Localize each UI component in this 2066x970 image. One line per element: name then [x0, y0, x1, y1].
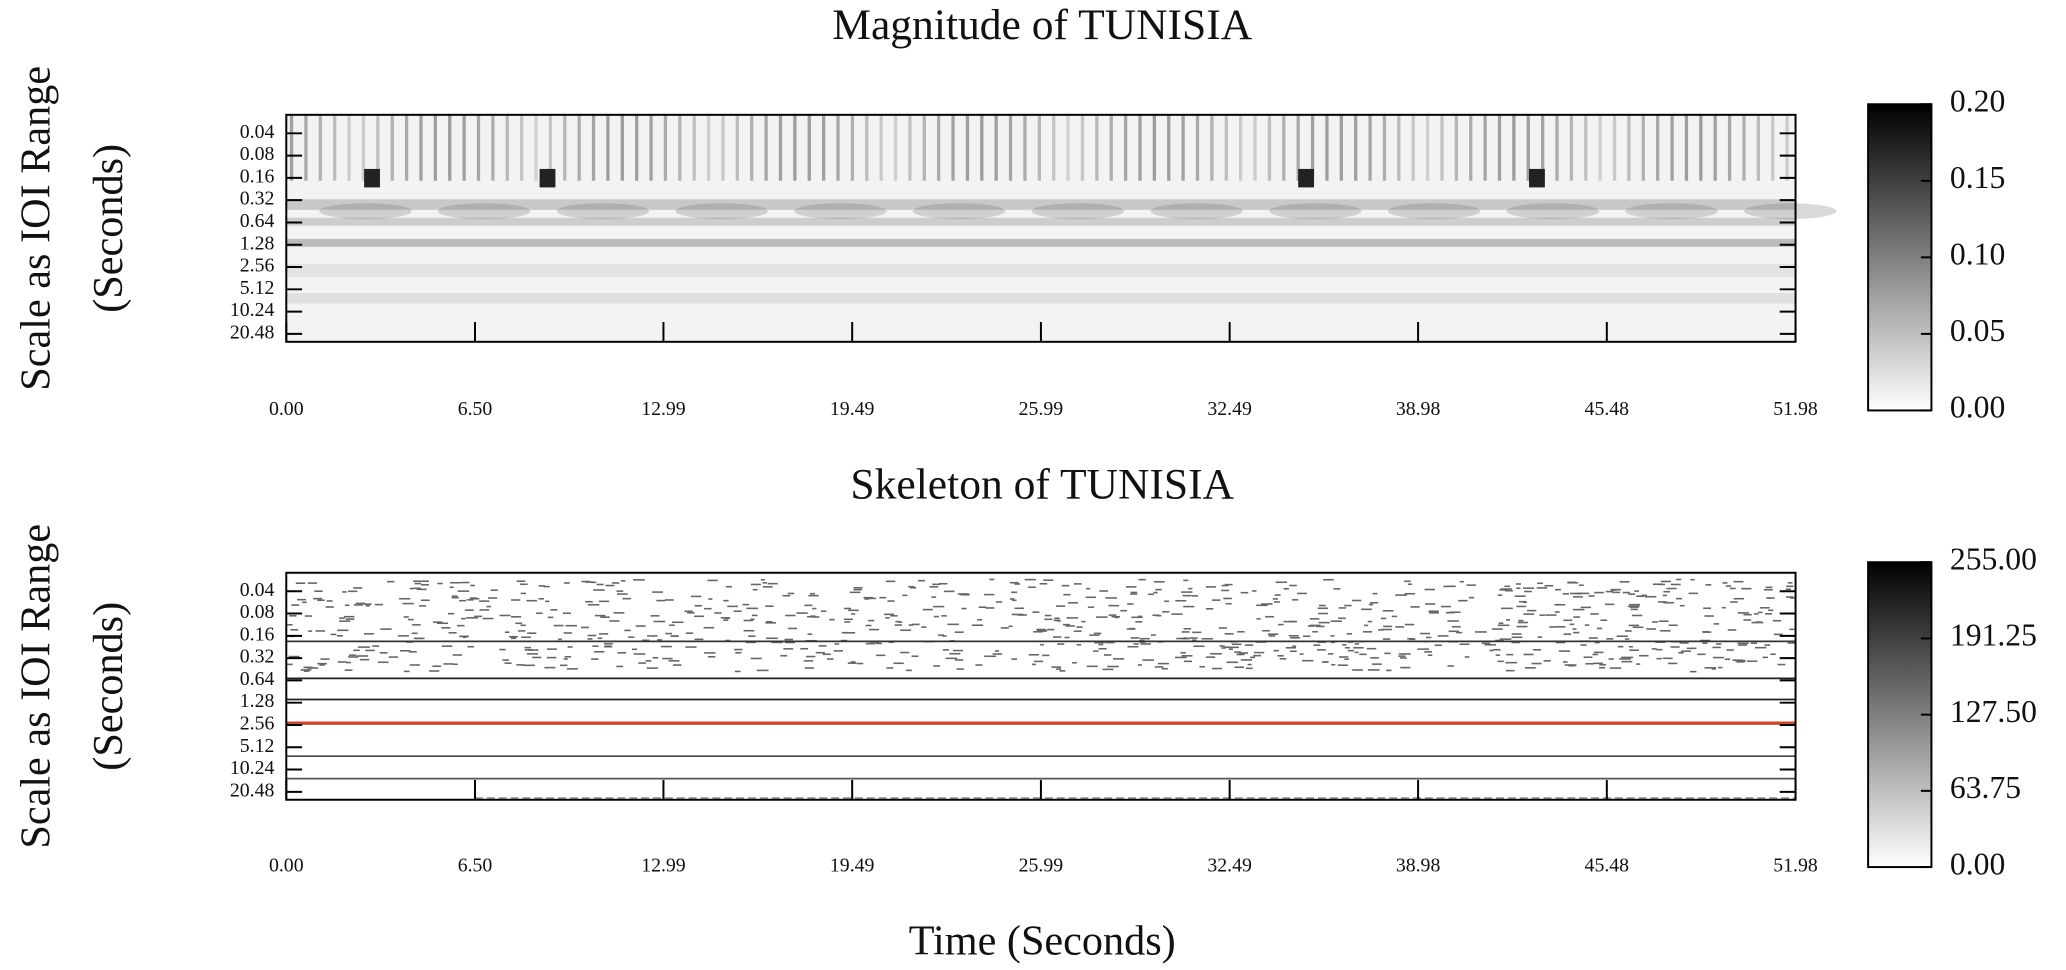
heatmap-texture: [1744, 203, 1837, 220]
y-tick-label: 20.48: [230, 779, 275, 801]
chart-title: Skeleton of TUNISIA: [850, 460, 1234, 508]
x-tick-label: 6.50: [458, 855, 493, 877]
y-tick-label: 0.32: [240, 188, 275, 210]
colorbar-tick-label: 0.00: [1950, 846, 2005, 881]
heatmap-band: [286, 292, 1796, 304]
heatmap-texture: [1506, 203, 1599, 220]
x-tick-label: 38.98: [1396, 398, 1441, 420]
heatmap-texture: [912, 203, 1006, 220]
x-tick-label: 19.49: [830, 855, 875, 877]
heatmap-texture: [675, 203, 768, 220]
y-tick-label: 1.28: [240, 232, 275, 254]
colorbar-tick-label: 0.15: [1950, 160, 2005, 195]
y-tick-label: 2.56: [240, 713, 275, 735]
x-tick-label: 0.00: [269, 398, 304, 420]
x-tick-label: 12.99: [641, 398, 686, 420]
heatmap-spot: [364, 168, 380, 188]
x-axis-label: Time (Seconds): [909, 918, 1176, 965]
x-tick-label: 6.50: [458, 398, 493, 420]
heatmap-texture: [319, 203, 412, 220]
heatmap-spot: [1529, 168, 1545, 188]
heatmap-texture: [1269, 203, 1362, 220]
x-tick-label: 32.49: [1207, 855, 1252, 877]
y-tick-label: 0.16: [240, 623, 275, 645]
y-tick-label: 20.48: [230, 321, 275, 343]
heatmap-texture: [1387, 203, 1481, 220]
colorbar-tick-label: 0.05: [1950, 313, 2005, 348]
y-axis-label: (Seconds): [85, 602, 132, 771]
heatmap-spot: [539, 168, 556, 188]
chart-title: Magnitude of TUNISIA: [832, 1, 1252, 49]
heatmap-texture: [438, 203, 531, 220]
x-tick-label: 45.48: [1585, 855, 1630, 877]
colorbar-tick-label: 63.75: [1950, 770, 2021, 805]
y-tick-label: 0.64: [240, 210, 275, 232]
colorbar-tick-label: 0.10: [1950, 237, 2005, 272]
y-tick-label: 5.12: [240, 735, 275, 757]
y-tick-label: 5.12: [240, 277, 275, 299]
heatmap-band: [286, 217, 1796, 226]
heatmap-background: [286, 572, 1796, 800]
y-tick-label: 0.32: [240, 646, 275, 668]
colorbar-tick-label: 0.00: [1950, 390, 2005, 425]
heatmap-texture: [1625, 203, 1718, 220]
y-tick-label: 10.24: [230, 299, 275, 321]
y-tick-label: 0.04: [240, 121, 275, 143]
x-tick-label: 51.98: [1773, 855, 1818, 877]
plot-area: [286, 114, 1837, 342]
colorbar-tick-label: 127.50: [1950, 694, 2037, 729]
y-axis-label: Scale as IOI Range: [12, 66, 59, 391]
colorbar-tick-label: 255.00: [1950, 541, 2037, 576]
y-tick-label: 0.16: [240, 165, 275, 187]
y-tick-label: 2.56: [240, 255, 275, 277]
heatmap-texture: [556, 203, 650, 220]
x-tick-label: 51.98: [1773, 398, 1818, 420]
heatmap-band: [286, 238, 1796, 247]
heatmap-band: [286, 263, 1796, 278]
colorbar-tick-label: 191.25: [1950, 618, 2037, 653]
y-tick-label: 0.64: [240, 668, 275, 690]
x-tick-label: 12.99: [641, 855, 686, 877]
y-axis-label: Scale as IOI Range: [12, 524, 59, 849]
heatmap-texture: [794, 203, 887, 220]
y-tick-label: 1.28: [240, 690, 275, 712]
colorbar-tick-label: 0.20: [1950, 84, 2005, 119]
heatmap-band: [286, 199, 1796, 210]
x-tick-label: 0.00: [269, 855, 304, 877]
x-tick-label: 38.98: [1396, 855, 1441, 877]
y-tick-label: 0.08: [240, 601, 275, 623]
x-tick-label: 25.99: [1019, 398, 1064, 420]
heatmap-texture: [1150, 203, 1243, 220]
y-tick-label: 10.24: [230, 757, 275, 779]
y-axis-label: (Seconds): [85, 144, 132, 313]
y-tick-label: 0.04: [240, 579, 275, 601]
plot-area: [286, 572, 1796, 800]
heatmap-spot: [1298, 168, 1315, 188]
x-tick-label: 19.49: [830, 398, 875, 420]
x-tick-label: 45.48: [1585, 398, 1630, 420]
heatmap-texture: [1031, 203, 1125, 220]
x-tick-label: 32.49: [1207, 398, 1252, 420]
x-tick-label: 25.99: [1019, 855, 1064, 877]
y-tick-label: 0.08: [240, 143, 275, 165]
